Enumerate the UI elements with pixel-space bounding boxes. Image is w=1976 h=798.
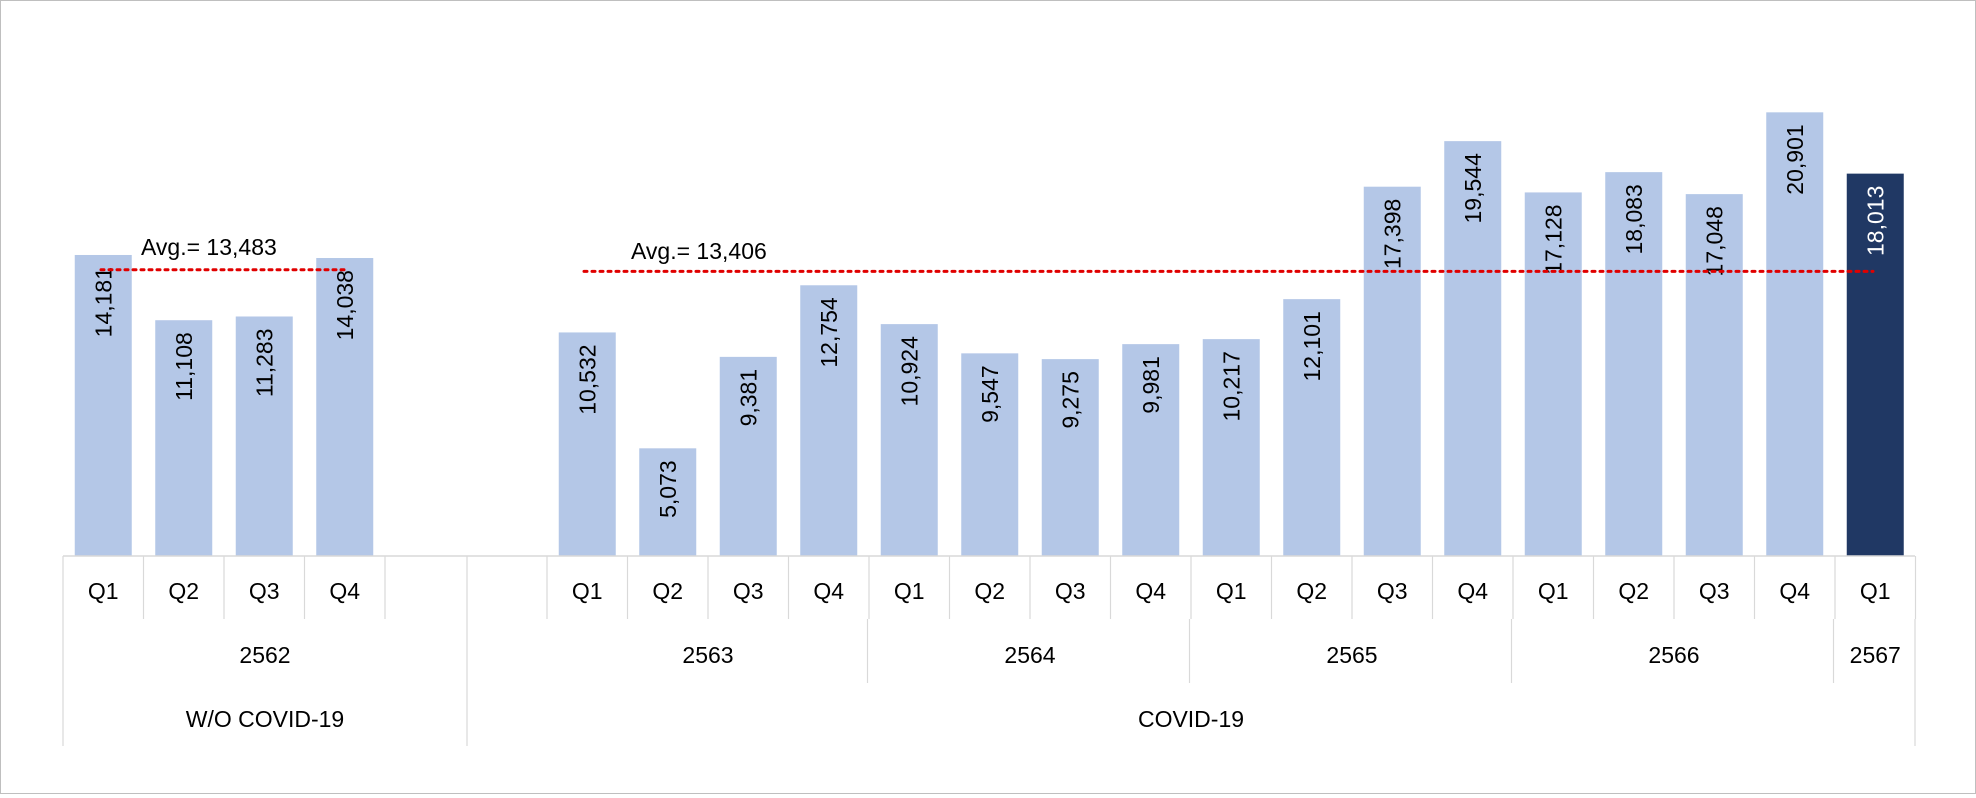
bar-value-label: 18,083 <box>1621 184 1647 254</box>
bar-2565-q4 <box>1444 141 1502 556</box>
bar-value-label: 14,181 <box>90 267 116 337</box>
quarter-label: Q1 <box>894 578 925 604</box>
year-label: 2566 <box>1648 642 1699 668</box>
average-label: Avg.= 13,406 <box>631 238 767 264</box>
bar-2564-q2 <box>961 353 1019 556</box>
bar-2565-q1 <box>1202 339 1260 556</box>
quarter-label: Q1 <box>1538 578 1569 604</box>
bar-value-label: 9,547 <box>977 365 1003 423</box>
year-label: 2567 <box>1850 642 1901 668</box>
quarter-label: Q1 <box>1860 578 1891 604</box>
quarter-label: Q3 <box>1055 578 1086 604</box>
quarter-label: Q4 <box>329 578 360 604</box>
bar-value-label: 10,532 <box>574 344 600 414</box>
bar-2566-q4 <box>1766 112 1824 557</box>
bar-2562-q1 <box>74 254 132 556</box>
average-label: Avg.= 13,483 <box>141 234 277 260</box>
quarter-label: Q1 <box>88 578 119 604</box>
quarter-label: Q4 <box>1457 578 1488 604</box>
bar-2566-q1 <box>1524 192 1582 557</box>
bar-2565-q2 <box>1283 299 1341 556</box>
quarter-label: Q3 <box>1699 578 1730 604</box>
bar-value-label: 11,283 <box>251 328 277 397</box>
bar-2562-q4 <box>316 258 374 556</box>
bar-2562-q2 <box>155 320 213 556</box>
quarter-label: Q2 <box>974 578 1005 604</box>
group-label: W/O COVID-19 <box>186 706 344 732</box>
bar-2566-q2 <box>1605 172 1663 557</box>
bar-value-label: 17,398 <box>1379 199 1405 269</box>
quarter-label: Q1 <box>1216 578 1247 604</box>
bar-2565-q3 <box>1363 186 1421 556</box>
quarter-label: Q4 <box>1779 578 1810 604</box>
bar-value-label: 9,981 <box>1138 356 1164 414</box>
bar-2562-q3 <box>235 316 293 556</box>
quarter-label: Q2 <box>1296 578 1327 604</box>
bar-value-label: 5,073 <box>655 460 681 518</box>
bar-value-label: 12,754 <box>816 297 842 368</box>
bar-value-label: 10,217 <box>1218 351 1244 421</box>
bar-2564-q4 <box>1122 344 1180 556</box>
quarter-label: Q4 <box>1135 578 1166 604</box>
bar-value-label: 12,101 <box>1299 311 1325 381</box>
year-label: 2564 <box>1004 642 1055 668</box>
bar-value-label: 18,013 <box>1862 186 1888 256</box>
year-label: 2562 <box>239 642 290 668</box>
bar-value-label: 11,108 <box>171 332 197 401</box>
quarter-label: Q3 <box>1377 578 1408 604</box>
bar-2567-q1 <box>1846 173 1904 557</box>
bar-value-label: 10,924 <box>896 336 922 407</box>
year-label: 2563 <box>682 642 733 668</box>
quarter-label: Q3 <box>733 578 764 604</box>
bar-2563-q1 <box>558 332 616 556</box>
quarter-label: Q4 <box>813 578 844 604</box>
bar-value-label: 9,381 <box>735 369 761 427</box>
average-lines-layer: Avg.= 13,483 Avg.= 13,406 <box>99 234 1875 273</box>
bar-2566-q3 <box>1685 194 1743 557</box>
quarter-label: Q2 <box>652 578 683 604</box>
quarter-label: Q3 <box>249 578 280 604</box>
group-label: COVID-19 <box>1138 706 1244 732</box>
quarter-label: Q1 <box>572 578 603 604</box>
quarter-label: Q2 <box>168 578 199 604</box>
quarter-label: Q2 <box>1618 578 1649 604</box>
bar-2563-q2 <box>639 448 697 556</box>
bar-2564-q1 <box>880 324 938 556</box>
bars-layer: 14,181 11,108 11,283 14,038 10,532 5,073 9,381… <box>74 112 1904 557</box>
bar-2563-q4 <box>800 285 858 556</box>
bar-value-label: 17,048 <box>1701 206 1727 276</box>
bar-value-label: 9,275 <box>1057 371 1083 429</box>
bar-value-label: 17,128 <box>1540 204 1566 274</box>
bar-2564-q3 <box>1041 359 1099 556</box>
bar-value-label: 19,544 <box>1460 153 1486 224</box>
year-label: 2565 <box>1326 642 1377 668</box>
bar-2563-q3 <box>719 356 777 556</box>
category-axis: Q1 Q2 Q3 Q4 Q1 Q2 Q3 Q4 Q1 Q2 Q3 Q4 Q1 Q2 Q3 Q4 Q1 Q2 Q3 Q4… <box>62 555 1917 746</box>
bar-value-label: 20,901 <box>1782 124 1808 194</box>
bar-value-label: 14,038 <box>332 270 358 340</box>
